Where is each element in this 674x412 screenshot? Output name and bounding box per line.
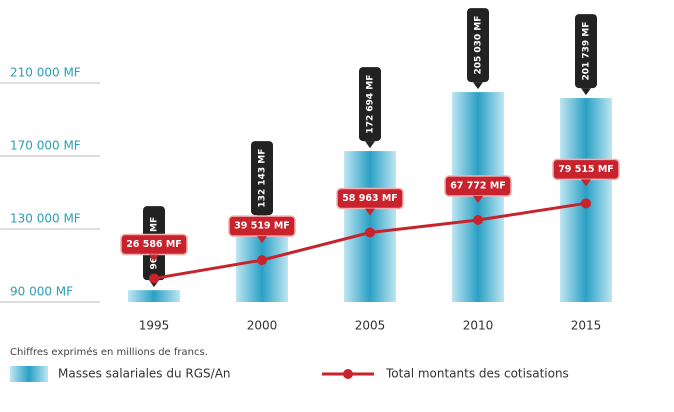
y-tick-label: 210 000 MF — [10, 66, 81, 80]
y-tick-label: 90 000 MF — [10, 285, 73, 299]
line-value-label: 26 586 MF — [126, 239, 182, 250]
callout-pointer — [149, 254, 159, 262]
x-tick-label: 2000 — [247, 319, 278, 333]
line-point — [581, 198, 591, 209]
line-point — [365, 227, 375, 238]
bar — [344, 151, 396, 302]
legend-label: Masses salariales du RGS/An — [58, 367, 231, 381]
bar-callout — [359, 67, 381, 142]
x-tick-label: 2010 — [463, 319, 494, 333]
line-point — [149, 273, 159, 284]
callout-pointer — [473, 195, 483, 203]
note: Chiffres exprimés en millions de francs. — [10, 346, 208, 358]
bar-callout — [575, 14, 597, 89]
callout-pointer — [365, 141, 375, 149]
line-point — [257, 255, 267, 266]
callout-pointer — [581, 88, 591, 96]
line-value-label: 79 515 MF — [558, 164, 614, 175]
line-value-label: 39 519 MF — [234, 221, 290, 232]
line-point — [473, 214, 483, 225]
line-value-label: 58 963 MF — [342, 193, 398, 204]
callout-pointer — [365, 208, 375, 216]
bar-callout — [467, 8, 489, 83]
x-tick-label: 2005 — [355, 319, 386, 333]
callout-pointer — [473, 82, 483, 90]
legend-label: Total montants des cotisations — [385, 367, 569, 381]
bar-value-label: 172 694 MF — [366, 75, 376, 134]
legend-swatch — [10, 366, 48, 382]
bar-value-label: 201 739 MF — [582, 22, 592, 81]
x-tick-label: 1995 — [139, 319, 170, 333]
bar-value-label: 132 143 MF — [258, 149, 268, 208]
x-tick-label: 2015 — [571, 319, 602, 333]
bar-value-label: 205 030 MF — [474, 16, 484, 75]
bar-callout — [251, 141, 273, 216]
bar — [128, 290, 180, 302]
callout-pointer — [257, 236, 267, 244]
y-tick-label: 170 000 MF — [10, 139, 81, 153]
y-tick-label: 130 000 MF — [10, 212, 81, 226]
legend-swatch-dot — [343, 369, 353, 379]
callout-pointer — [581, 179, 591, 187]
line-value-label: 67 772 MF — [450, 180, 506, 191]
